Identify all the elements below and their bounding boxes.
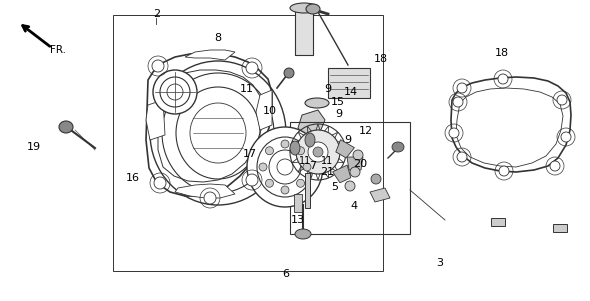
Text: 14: 14 bbox=[344, 87, 358, 97]
Text: 3: 3 bbox=[436, 258, 443, 268]
Text: FR.: FR. bbox=[50, 45, 66, 55]
Ellipse shape bbox=[281, 186, 289, 194]
Ellipse shape bbox=[295, 229, 311, 239]
Text: 7: 7 bbox=[309, 160, 316, 171]
Bar bbox=[491, 218, 505, 226]
Bar bbox=[305, 173, 310, 208]
Polygon shape bbox=[298, 110, 325, 138]
Text: 6: 6 bbox=[283, 269, 290, 279]
Ellipse shape bbox=[257, 137, 313, 197]
Ellipse shape bbox=[247, 127, 323, 207]
Text: 13: 13 bbox=[291, 215, 305, 225]
Ellipse shape bbox=[204, 192, 216, 204]
Text: 8: 8 bbox=[215, 33, 222, 43]
Text: 19: 19 bbox=[27, 142, 41, 153]
Ellipse shape bbox=[59, 121, 73, 133]
Ellipse shape bbox=[290, 3, 318, 13]
Ellipse shape bbox=[303, 163, 311, 171]
Ellipse shape bbox=[457, 152, 467, 162]
Text: 16: 16 bbox=[126, 172, 140, 183]
Ellipse shape bbox=[290, 141, 300, 155]
Ellipse shape bbox=[350, 167, 360, 177]
Ellipse shape bbox=[297, 147, 304, 155]
Ellipse shape bbox=[281, 140, 289, 148]
Text: 11: 11 bbox=[299, 156, 311, 166]
Ellipse shape bbox=[353, 150, 363, 160]
Ellipse shape bbox=[246, 174, 258, 186]
Ellipse shape bbox=[392, 142, 404, 152]
Polygon shape bbox=[175, 184, 235, 198]
Text: 11: 11 bbox=[322, 156, 333, 166]
Ellipse shape bbox=[246, 62, 258, 74]
Text: 9: 9 bbox=[336, 109, 343, 119]
Text: 4: 4 bbox=[350, 201, 358, 211]
Text: 17: 17 bbox=[242, 148, 257, 159]
Ellipse shape bbox=[313, 147, 323, 157]
Polygon shape bbox=[146, 53, 272, 196]
Ellipse shape bbox=[498, 74, 508, 84]
Ellipse shape bbox=[449, 128, 459, 138]
Ellipse shape bbox=[308, 142, 328, 162]
Bar bbox=[295, 8, 313, 55]
Ellipse shape bbox=[153, 70, 197, 114]
Ellipse shape bbox=[457, 83, 467, 93]
Text: 10: 10 bbox=[263, 106, 277, 116]
Bar bbox=[553, 224, 567, 232]
Polygon shape bbox=[451, 77, 571, 172]
Ellipse shape bbox=[453, 97, 463, 107]
Ellipse shape bbox=[152, 60, 164, 72]
Polygon shape bbox=[333, 165, 351, 183]
Text: 11: 11 bbox=[240, 84, 254, 94]
Bar bbox=[328, 68, 370, 98]
Polygon shape bbox=[146, 100, 165, 140]
Text: 9: 9 bbox=[345, 135, 352, 145]
Ellipse shape bbox=[296, 130, 340, 174]
Polygon shape bbox=[336, 140, 355, 158]
Text: 9: 9 bbox=[324, 84, 331, 94]
Text: 18: 18 bbox=[373, 54, 388, 64]
Ellipse shape bbox=[259, 163, 267, 171]
Text: 12: 12 bbox=[359, 126, 373, 136]
Ellipse shape bbox=[297, 179, 304, 187]
Ellipse shape bbox=[306, 4, 320, 14]
Text: 2: 2 bbox=[153, 8, 160, 19]
Ellipse shape bbox=[499, 166, 509, 176]
Bar bbox=[290, 122, 410, 234]
Ellipse shape bbox=[305, 133, 315, 147]
Polygon shape bbox=[347, 157, 363, 170]
Text: 15: 15 bbox=[331, 97, 345, 107]
Polygon shape bbox=[256, 90, 272, 130]
Text: 18: 18 bbox=[494, 48, 509, 58]
Ellipse shape bbox=[154, 177, 166, 189]
Ellipse shape bbox=[550, 161, 560, 171]
Polygon shape bbox=[370, 188, 390, 202]
Bar bbox=[294, 194, 302, 212]
Text: 21: 21 bbox=[320, 166, 335, 177]
Ellipse shape bbox=[284, 68, 294, 78]
Ellipse shape bbox=[266, 147, 273, 155]
Text: 5: 5 bbox=[332, 182, 339, 192]
Ellipse shape bbox=[371, 174, 381, 184]
Ellipse shape bbox=[561, 132, 571, 142]
Text: 20: 20 bbox=[353, 159, 367, 169]
Ellipse shape bbox=[345, 181, 355, 191]
Polygon shape bbox=[185, 50, 235, 60]
Ellipse shape bbox=[305, 98, 329, 108]
Bar bbox=[113, 15, 383, 271]
Ellipse shape bbox=[557, 95, 567, 105]
Ellipse shape bbox=[266, 179, 273, 187]
